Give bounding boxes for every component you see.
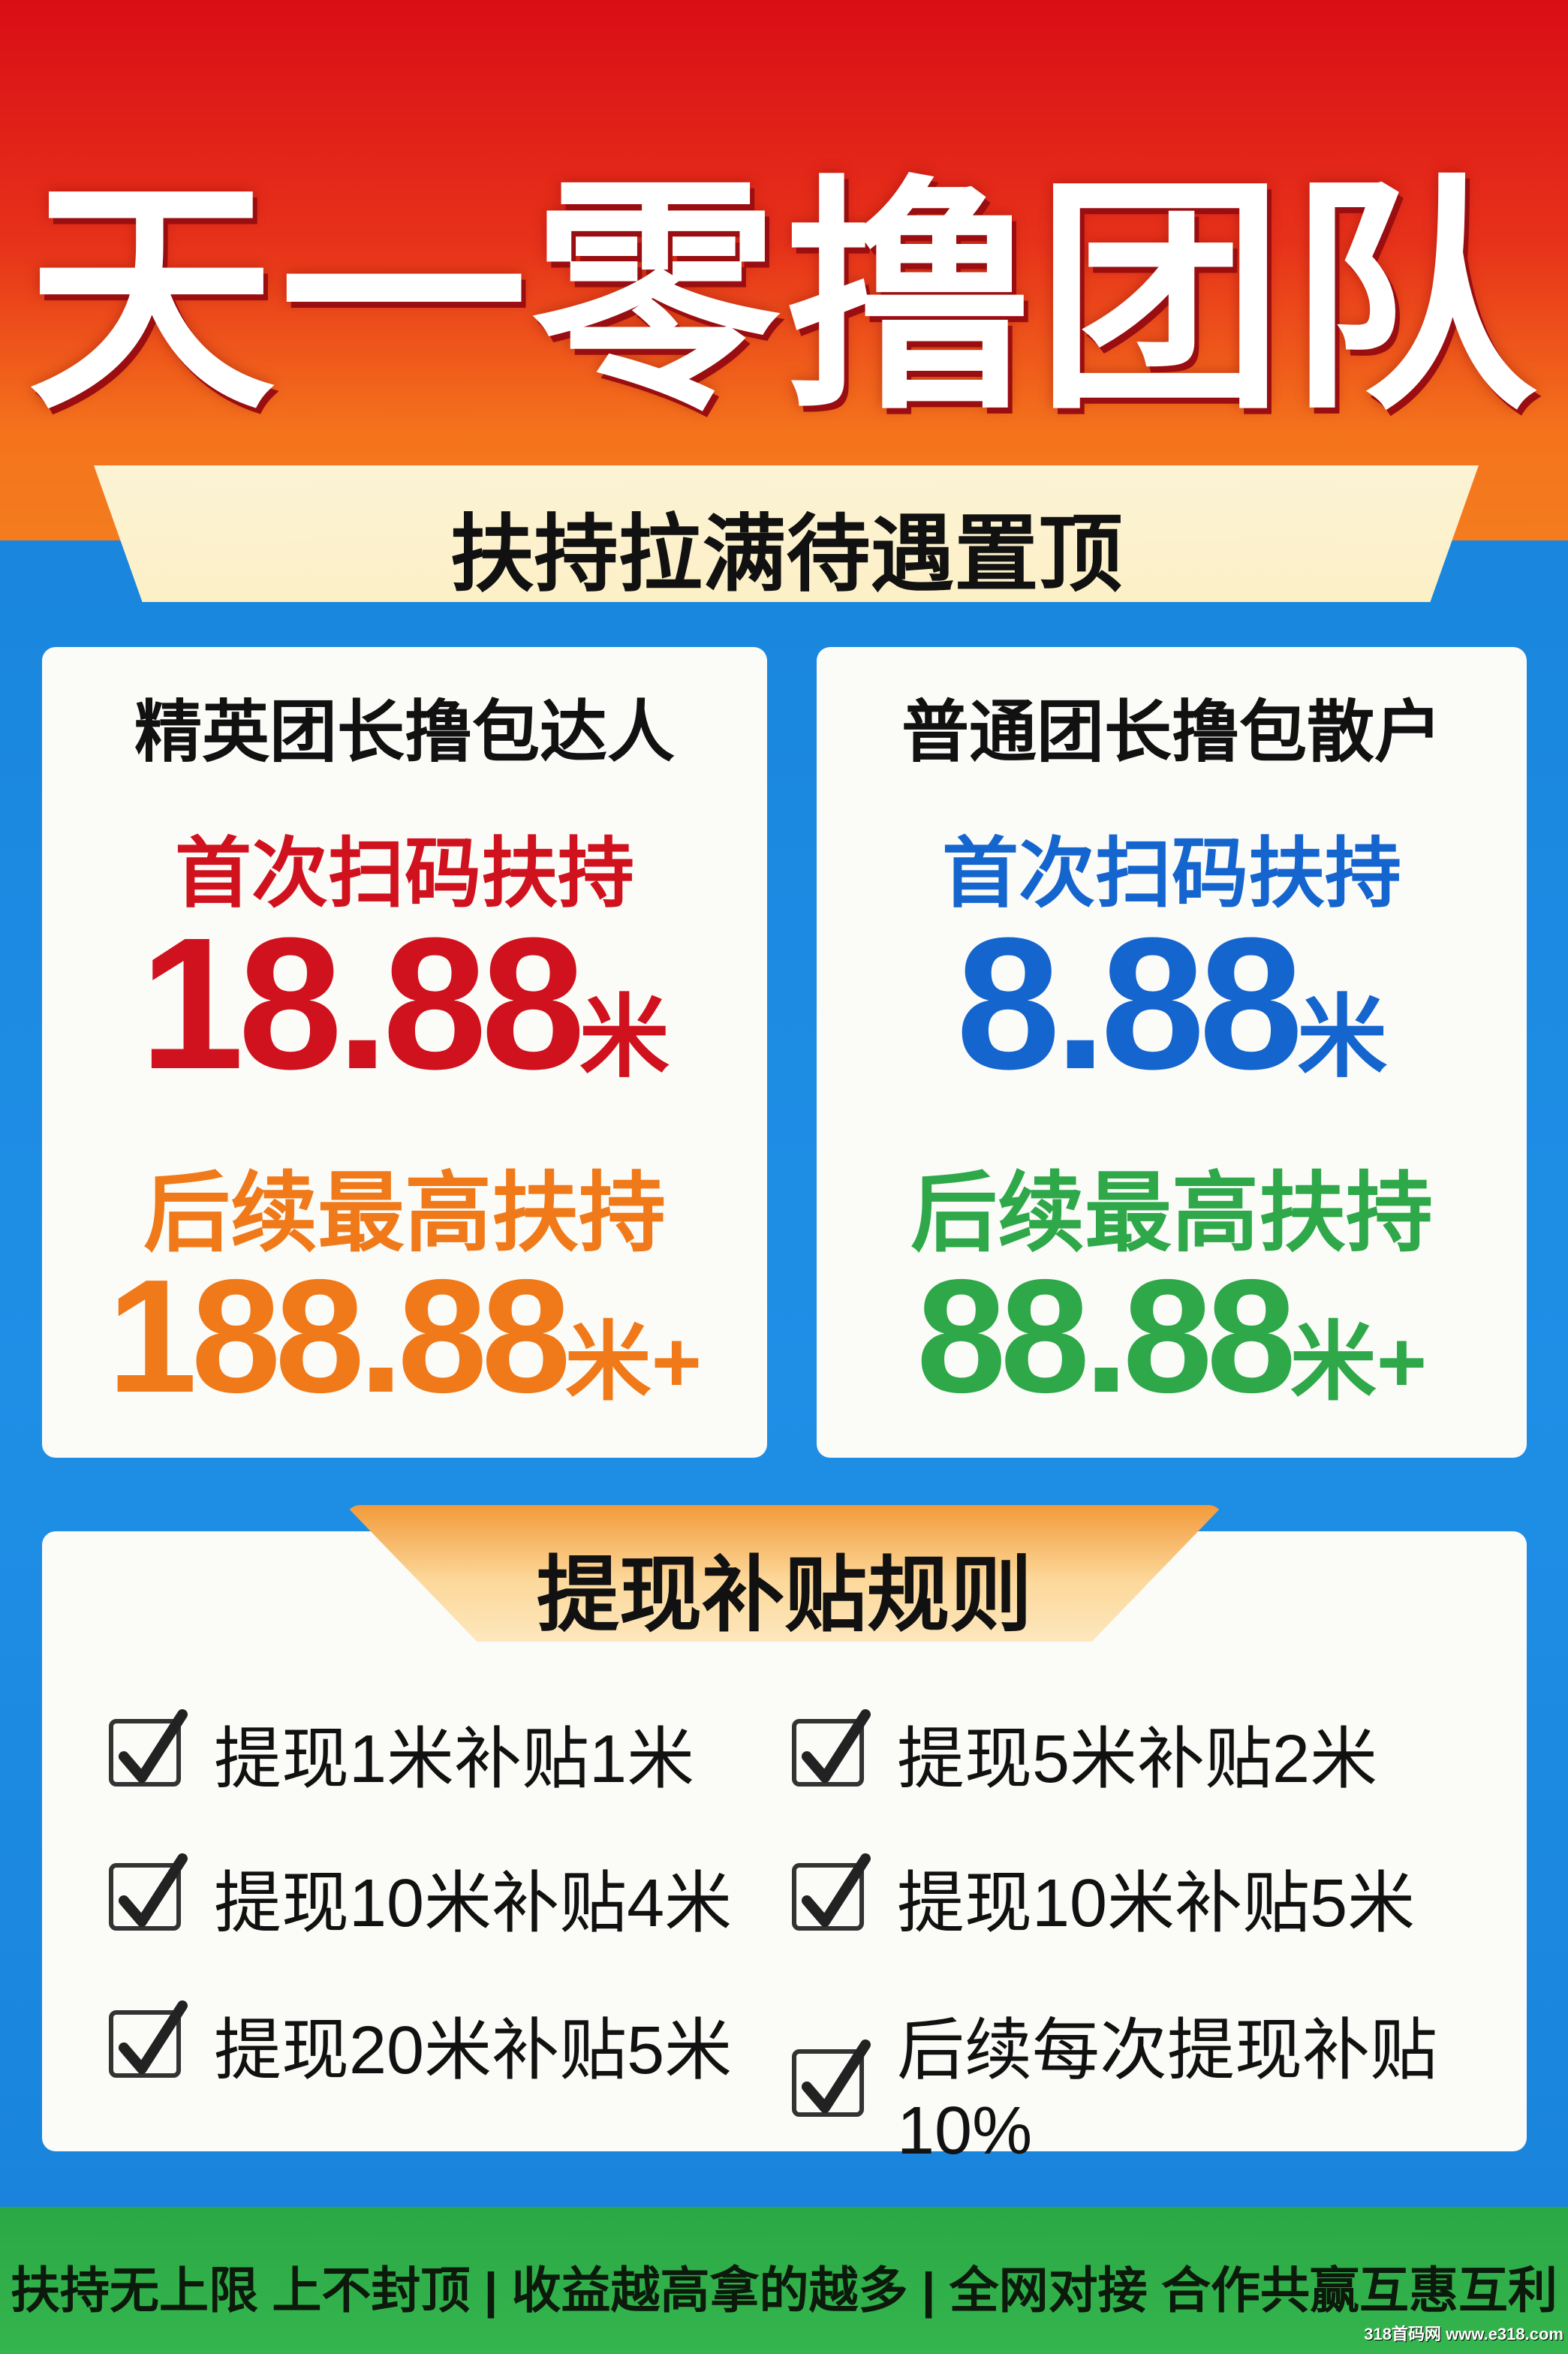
checkbox-checked-icon bbox=[109, 1853, 188, 1931]
rule-text: 提现10米补贴5米 bbox=[897, 1866, 1416, 1941]
rule-text: 提现20米补贴5米 bbox=[214, 2013, 733, 2088]
later-value: 88.88 bbox=[916, 1245, 1296, 1426]
first-amount: 8.88米 bbox=[817, 910, 1527, 1097]
page-title: 天一零撸团队 bbox=[27, 160, 1541, 437]
first-unit: 米 bbox=[1297, 987, 1388, 1088]
later-unit: 米+ bbox=[564, 1314, 702, 1410]
later-amount: 188.88米+ bbox=[42, 1255, 767, 1416]
rule-item: 提现10米补贴4米 bbox=[109, 1848, 732, 1946]
card-title: 普通团长撸包散户 bbox=[901, 695, 1442, 770]
rule-item: 提现10米补贴5米 bbox=[792, 1848, 1415, 1946]
rule-text: 提现1米补贴1米 bbox=[214, 1722, 695, 1797]
rules-ribbon: 提现补贴规则 bbox=[345, 1505, 1223, 1642]
checkbox-checked-icon bbox=[109, 1709, 188, 1787]
checkbox-checked-icon bbox=[792, 1709, 871, 1787]
checkbox-checked-icon bbox=[109, 2000, 188, 2078]
first-value: 8.88 bbox=[956, 899, 1304, 1108]
card-elite: 精英团长撸包达人 首次扫码扶持 18.88米 后续最高扶持 188.88米+ bbox=[42, 647, 767, 1458]
checkbox-checked-icon bbox=[792, 2039, 871, 2117]
card-normal: 普通团长撸包散户 首次扫码扶持 8.88米 后续最高扶持 88.88米+ bbox=[817, 647, 1527, 1458]
rule-item: 后续每次提现补贴10% bbox=[792, 1995, 1568, 2170]
rule-text: 提现10米补贴4米 bbox=[214, 1866, 733, 1941]
card-title: 精英团长撸包达人 bbox=[134, 695, 675, 770]
rule-text: 后续每次提现补贴10% bbox=[897, 2013, 1437, 2169]
first-label: 首次扫码扶持 bbox=[942, 831, 1401, 917]
checkbox-checked-icon bbox=[792, 1853, 871, 1931]
watermark: 318首码网 www.e318.com bbox=[1364, 2325, 1563, 2343]
later-value: 188.88 bbox=[107, 1245, 571, 1426]
rule-item: 提现1米补贴1米 bbox=[109, 1704, 694, 1802]
banner-text: 扶持拉满待遇置顶 bbox=[450, 507, 1123, 601]
later-unit: 米+ bbox=[1290, 1314, 1428, 1410]
rule-item: 提现20米补贴5米 bbox=[109, 1995, 732, 2093]
first-value: 18.88 bbox=[140, 899, 585, 1108]
first-unit: 米 bbox=[579, 987, 670, 1088]
rule-item: 提现5米补贴2米 bbox=[792, 1704, 1377, 1802]
banner: 扶持拉满待遇置顶 bbox=[94, 465, 1479, 602]
later-label: 后续最高扶持 bbox=[143, 1164, 666, 1262]
later-amount: 88.88米+ bbox=[817, 1255, 1527, 1416]
first-label: 首次扫码扶持 bbox=[175, 831, 634, 917]
later-label: 后续最高扶持 bbox=[910, 1164, 1433, 1262]
header-background bbox=[0, 0, 1568, 540]
rule-text: 提现5米补贴2米 bbox=[897, 1722, 1378, 1797]
footer-text: 扶持无上限 上不封顶 | 收益越高拿的越多 | 全网对接 合作共赢互惠互利 bbox=[11, 2262, 1557, 2318]
first-amount: 18.88米 bbox=[42, 910, 767, 1097]
footer: 扶持无上限 上不封顶 | 收益越高拿的越多 | 全网对接 合作共赢互惠互利 bbox=[0, 2207, 1568, 2354]
rules-title: 提现补贴规则 bbox=[537, 1549, 1032, 1642]
